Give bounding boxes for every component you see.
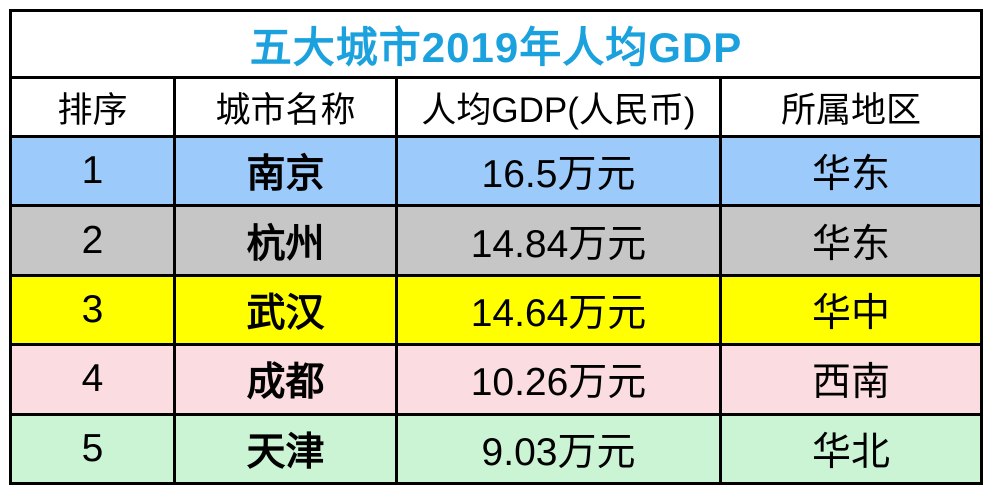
city-cell: 成都 xyxy=(173,343,398,416)
table-row: 3 武汉 14.64万元 华中 xyxy=(9,273,984,347)
city-cell: 杭州 xyxy=(173,204,398,277)
gdp-cell: 16.5万元 xyxy=(395,134,722,208)
table-row: 2 杭州 14.84万元 华东 xyxy=(9,204,984,277)
column-header-1: 排序 xyxy=(9,76,176,138)
region-cell: 华东 xyxy=(718,204,984,277)
region-cell: 西南 xyxy=(718,343,984,416)
region-cell: 华中 xyxy=(718,273,984,347)
table-row: 1 南京 16.5万元 华东 xyxy=(9,134,984,208)
table-body: 1 南京 16.5万元 华东 2 杭州 14.84万元 华东 3 武汉 14.64万元 华中 4 成都 10… xyxy=(9,134,984,486)
region-cell: 华东 xyxy=(718,134,984,208)
gdp-cell: 9.03万元 xyxy=(395,412,722,486)
table-row: 4 成都 10.26万元 西南 xyxy=(9,343,984,416)
rank-cell: 2 xyxy=(9,204,176,277)
column-header-3: 人均GDP(人民币) xyxy=(395,76,722,138)
rank-cell: 4 xyxy=(9,343,176,416)
table-row: 5 天津 9.03万元 华北 xyxy=(9,412,984,486)
column-header-2: 城市名称 xyxy=(173,76,398,138)
gdp-table: 五大城市2019年人均GDP 排序 城市名称 人均GDP(人民币) 所属地区 1 南京 1… xyxy=(8,9,984,486)
header-row: 排序 城市名称 人均GDP(人民币) 所属地区 xyxy=(9,76,984,138)
title-row: 五大城市2019年人均GDP xyxy=(8,9,984,79)
rank-cell: 5 xyxy=(9,412,176,486)
rank-cell: 3 xyxy=(9,273,176,347)
city-cell: 天津 xyxy=(173,412,398,486)
city-cell: 南京 xyxy=(173,134,398,208)
table-title: 五大城市2019年人均GDP xyxy=(8,9,984,79)
gdp-cell: 14.64万元 xyxy=(395,273,722,347)
column-header-4: 所属地区 xyxy=(718,76,984,138)
city-cell: 武汉 xyxy=(173,273,398,347)
region-cell: 华北 xyxy=(718,412,984,486)
gdp-cell: 14.84万元 xyxy=(395,204,722,277)
gdp-cell: 10.26万元 xyxy=(395,343,722,416)
rank-cell: 1 xyxy=(9,134,176,208)
